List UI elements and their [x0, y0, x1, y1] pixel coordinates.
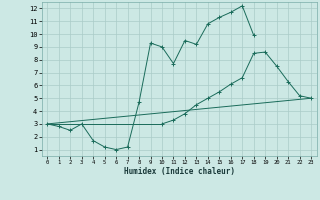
X-axis label: Humidex (Indice chaleur): Humidex (Indice chaleur) — [124, 167, 235, 176]
